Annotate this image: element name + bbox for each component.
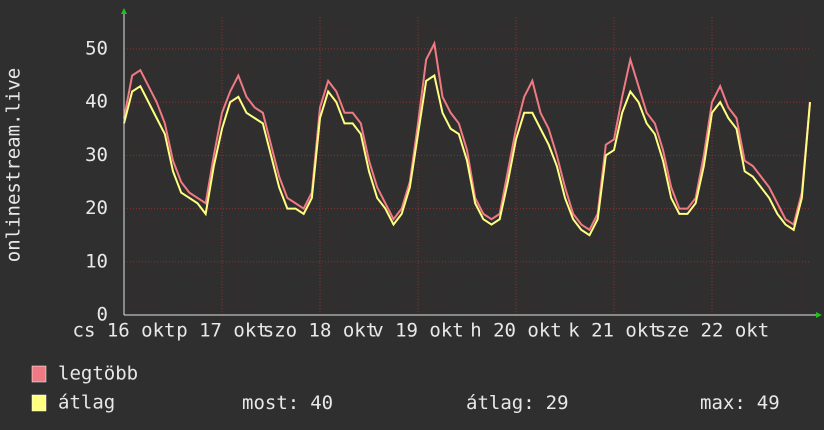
- stat-label: átlag:: [466, 392, 535, 414]
- y-tick-label: 20: [85, 197, 108, 219]
- stat: átlag: 29: [466, 392, 569, 414]
- series-line: [123, 73, 811, 237]
- legend-swatch: [31, 365, 47, 383]
- stat-value: 40: [310, 392, 333, 414]
- y-tick-label: 0: [97, 304, 108, 326]
- y-arrow: [121, 8, 127, 14]
- stat: most: 40: [242, 392, 333, 414]
- legend-swatch: [31, 394, 47, 412]
- y-tick-label: 30: [85, 144, 108, 166]
- stat: max: 49: [700, 392, 780, 414]
- x-tick-label: sze 22 okt: [655, 320, 769, 342]
- x-arrow: [816, 312, 822, 318]
- stat-label: max:: [700, 392, 746, 414]
- legend-label: legtöbb: [58, 363, 138, 385]
- stat-value: 49: [757, 392, 780, 414]
- x-tick-label: h 20 okt: [470, 320, 562, 342]
- x-tick-label: p 17 okt: [176, 320, 268, 342]
- series-line: [123, 40, 811, 232]
- y-tick-label: 50: [85, 37, 108, 59]
- stat-value: 29: [546, 392, 569, 414]
- x-tick-label: szo 18 okt: [263, 320, 377, 342]
- x-tick-label: v 19 okt: [372, 320, 464, 342]
- x-tick-label: k 21 okt: [568, 320, 660, 342]
- stat-label: most:: [242, 392, 299, 414]
- y-tick-label: 10: [85, 250, 108, 272]
- legend-label: átlag: [58, 392, 115, 414]
- y-tick-label: 40: [85, 91, 108, 113]
- y-axis-label: onlinestream.live: [3, 68, 25, 262]
- x-tick-label: cs 16 okt: [73, 320, 176, 342]
- minor-grid: [124, 17, 810, 315]
